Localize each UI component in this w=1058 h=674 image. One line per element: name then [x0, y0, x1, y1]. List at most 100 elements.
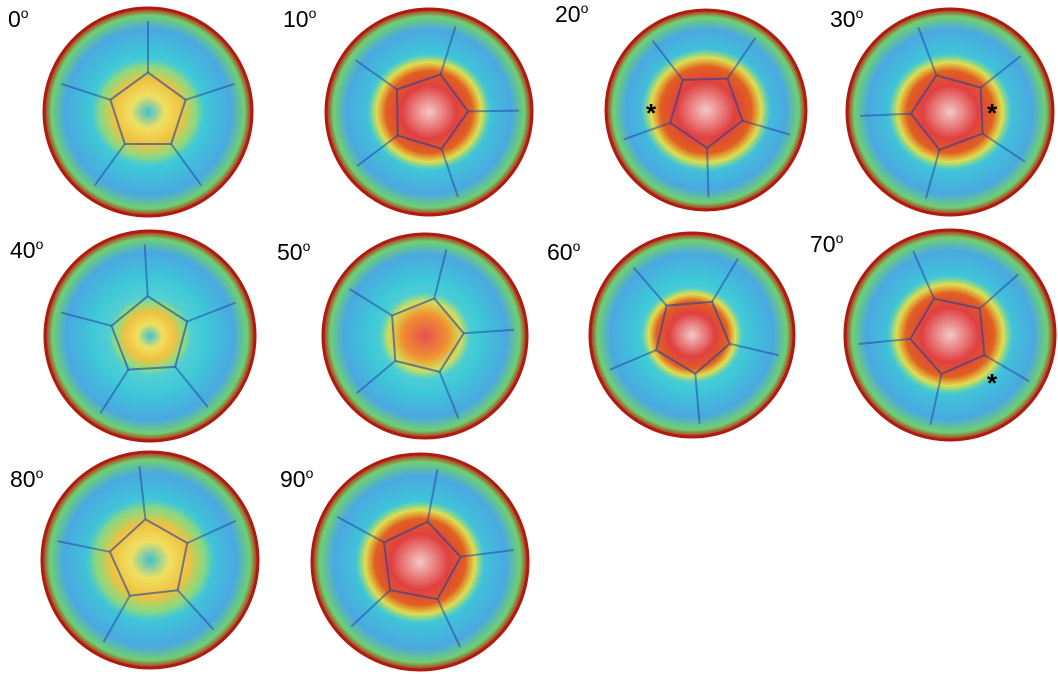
panel-label: 80o	[10, 465, 44, 492]
marker: *	[646, 98, 657, 128]
panel-label: 30o	[830, 5, 864, 32]
seam	[336, 515, 385, 544]
seam	[110, 294, 189, 371]
seam	[176, 589, 215, 631]
seam	[93, 143, 126, 187]
seam	[186, 519, 237, 544]
seam	[632, 266, 668, 307]
seam	[426, 469, 439, 522]
seam	[982, 132, 1026, 163]
hot-spot	[887, 275, 1013, 395]
label-number: 40	[10, 237, 36, 263]
label-superscript: o	[836, 230, 844, 246]
seam	[354, 59, 398, 91]
label-number: 10	[283, 6, 309, 32]
seam	[138, 466, 147, 520]
seam	[468, 109, 519, 113]
seam	[395, 73, 470, 151]
seam	[350, 589, 391, 628]
seam	[742, 119, 791, 136]
seam	[460, 549, 514, 558]
seam	[729, 342, 779, 357]
seam	[980, 55, 1022, 89]
label-superscript: o	[36, 465, 44, 481]
hot-spot	[367, 53, 491, 171]
seam	[185, 82, 235, 101]
seam	[609, 349, 657, 371]
seam	[143, 244, 149, 297]
marker: *	[987, 98, 998, 128]
ball-panel: 40o	[10, 229, 257, 443]
hot-spot	[85, 498, 215, 622]
label-superscript: o	[573, 238, 581, 254]
label-number: 80	[10, 466, 36, 492]
hot-spot	[641, 286, 743, 384]
label-superscript: o	[856, 5, 864, 21]
seam	[979, 273, 1020, 310]
label-number: 0	[8, 6, 21, 32]
label-number: 20	[555, 1, 581, 27]
hot-spot	[90, 57, 206, 167]
seam	[439, 25, 457, 75]
seam	[348, 288, 393, 317]
seam	[858, 337, 911, 345]
seam	[186, 301, 236, 323]
panel-label: 10o	[283, 5, 317, 32]
seam	[356, 360, 396, 395]
label-superscript: o	[21, 5, 29, 21]
label-superscript: o	[36, 236, 44, 252]
ball-panel: 60o	[547, 231, 796, 439]
seam	[983, 354, 1030, 383]
seam	[436, 598, 462, 648]
seam	[726, 37, 757, 80]
label-superscript: o	[309, 5, 317, 21]
seam	[651, 40, 684, 81]
ball-panel: 80o	[10, 450, 260, 670]
panel-label: 20o	[555, 0, 589, 27]
ball-panel: 20o *	[555, 0, 808, 212]
seam	[909, 297, 986, 376]
seam	[463, 328, 515, 335]
panel-label: 0o	[8, 5, 29, 32]
hot-spot	[888, 53, 1012, 171]
seam	[391, 297, 465, 374]
seam	[109, 71, 187, 145]
label-number: 60	[547, 239, 573, 265]
seam	[909, 74, 984, 151]
seam	[170, 143, 203, 187]
seam	[694, 373, 701, 424]
seam	[924, 149, 941, 199]
seam	[99, 369, 130, 414]
seam	[917, 27, 938, 76]
panel-label: 50o	[277, 238, 311, 265]
label-number: 30	[830, 6, 856, 32]
seam	[440, 148, 459, 198]
seam	[706, 147, 710, 198]
ball-panel: 30o *	[830, 5, 1055, 217]
seam	[382, 520, 462, 601]
seam	[438, 371, 460, 419]
panel-label: 90o	[280, 465, 314, 492]
seam	[102, 595, 131, 643]
marker: *	[987, 368, 998, 398]
ball-panel: 70o *	[810, 228, 1057, 442]
seam	[61, 82, 111, 101]
label-superscript: o	[306, 465, 314, 481]
seam	[174, 366, 209, 408]
seam	[711, 258, 739, 303]
label-superscript: o	[581, 0, 589, 16]
ball-panel: 10o	[283, 5, 534, 217]
seam	[623, 121, 671, 141]
seam	[860, 112, 911, 117]
seam	[655, 300, 731, 375]
ball-panel: 0o	[8, 5, 254, 218]
ball-panel: 50o	[277, 232, 529, 440]
seam	[433, 249, 448, 299]
label-number: 70	[810, 231, 836, 257]
label-superscript: o	[303, 238, 311, 254]
seam	[60, 311, 112, 327]
seam	[912, 250, 935, 299]
hot-spot	[108, 296, 192, 376]
label-number: 90	[280, 466, 306, 492]
